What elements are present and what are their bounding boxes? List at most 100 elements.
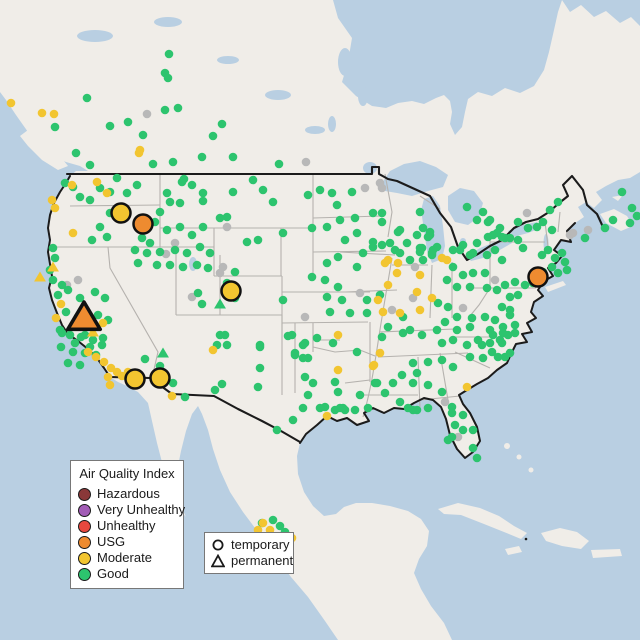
station-marker-good[interactable] bbox=[203, 263, 213, 273]
station-marker-moderate[interactable] bbox=[92, 177, 102, 187]
station-marker-good[interactable] bbox=[57, 328, 67, 338]
station-marker-good[interactable] bbox=[61, 307, 71, 317]
station-marker-good[interactable] bbox=[383, 322, 393, 332]
station-marker-good[interactable] bbox=[505, 348, 515, 358]
station-marker-moderate[interactable] bbox=[6, 98, 16, 108]
station-marker-good[interactable] bbox=[322, 292, 332, 302]
station-marker-good[interactable] bbox=[322, 222, 332, 232]
station-marker-good[interactable] bbox=[352, 262, 362, 272]
station-marker-good[interactable] bbox=[132, 180, 142, 190]
station-marker-good[interactable] bbox=[215, 213, 225, 223]
station-marker-good[interactable] bbox=[138, 130, 148, 140]
station-marker-no-data[interactable] bbox=[490, 275, 500, 285]
station-marker-good[interactable] bbox=[50, 122, 60, 132]
station-marker-good[interactable] bbox=[408, 358, 418, 368]
highlighted-station-marker-usg[interactable] bbox=[132, 213, 154, 235]
station-marker-good[interactable] bbox=[485, 338, 495, 348]
station-marker-moderate[interactable] bbox=[49, 109, 59, 119]
station-marker-good[interactable] bbox=[405, 325, 415, 335]
highlighted-station-marker-usg[interactable] bbox=[66, 300, 102, 332]
station-marker-good[interactable] bbox=[538, 217, 548, 227]
station-marker-good[interactable] bbox=[497, 232, 507, 242]
station-marker-good[interactable] bbox=[337, 295, 347, 305]
station-marker-good[interactable] bbox=[437, 355, 447, 365]
station-marker-good[interactable] bbox=[423, 357, 433, 367]
station-marker-good[interactable] bbox=[427, 248, 437, 258]
station-marker-good[interactable] bbox=[170, 245, 180, 255]
station-marker-good[interactable] bbox=[320, 275, 330, 285]
station-marker-good[interactable] bbox=[442, 275, 452, 285]
station-marker-moderate[interactable] bbox=[134, 148, 144, 158]
station-marker-good[interactable] bbox=[140, 354, 150, 364]
station-marker-good[interactable] bbox=[452, 325, 462, 335]
station-marker-good[interactable] bbox=[315, 185, 325, 195]
station-marker-good[interactable] bbox=[275, 521, 285, 531]
station-marker-no-data[interactable] bbox=[170, 238, 180, 248]
station-marker-moderate[interactable] bbox=[333, 365, 343, 375]
station-marker-good[interactable] bbox=[187, 180, 197, 190]
station-marker-good[interactable] bbox=[500, 280, 510, 290]
station-marker-good[interactable] bbox=[472, 238, 482, 248]
station-marker-good[interactable] bbox=[217, 119, 227, 129]
station-marker-good[interactable] bbox=[513, 217, 523, 227]
station-marker-good[interactable] bbox=[63, 358, 73, 368]
station-marker-good[interactable] bbox=[423, 380, 433, 390]
station-marker-good[interactable] bbox=[290, 350, 300, 360]
station-marker-good[interactable] bbox=[68, 347, 78, 357]
station-marker-good[interactable] bbox=[335, 215, 345, 225]
station-marker-good[interactable] bbox=[423, 232, 433, 242]
station-marker-good[interactable] bbox=[123, 117, 133, 127]
station-marker-good[interactable] bbox=[380, 388, 390, 398]
station-marker-moderate[interactable] bbox=[56, 299, 66, 309]
station-marker-good[interactable] bbox=[415, 207, 425, 217]
station-marker-good[interactable] bbox=[398, 328, 408, 338]
station-marker-no-data[interactable] bbox=[583, 225, 593, 235]
station-marker-good[interactable] bbox=[627, 203, 637, 213]
station-marker-good[interactable] bbox=[222, 340, 232, 350]
station-marker-good[interactable] bbox=[388, 378, 398, 388]
station-marker-good[interactable] bbox=[520, 280, 530, 290]
station-marker-good[interactable] bbox=[560, 257, 570, 267]
station-marker-good[interactable] bbox=[228, 187, 238, 197]
station-marker-good[interactable] bbox=[482, 283, 492, 293]
station-marker-good[interactable] bbox=[179, 174, 189, 184]
station-marker-moderate[interactable] bbox=[462, 382, 472, 392]
station-marker-good[interactable] bbox=[350, 405, 360, 415]
station-marker-good[interactable] bbox=[327, 188, 337, 198]
station-marker-good[interactable] bbox=[307, 223, 317, 233]
station-marker-good[interactable] bbox=[82, 93, 92, 103]
station-marker-good[interactable] bbox=[440, 317, 450, 327]
station-marker-good[interactable] bbox=[472, 453, 482, 463]
station-marker-no-data[interactable] bbox=[300, 312, 310, 322]
station-marker-good[interactable] bbox=[513, 290, 523, 300]
station-marker-good[interactable] bbox=[350, 213, 360, 223]
station-marker-good[interactable] bbox=[298, 340, 308, 350]
station-marker-good[interactable] bbox=[497, 255, 507, 265]
station-marker-good[interactable] bbox=[468, 443, 478, 453]
station-marker-good[interactable] bbox=[432, 325, 442, 335]
station-marker-good[interactable] bbox=[75, 192, 85, 202]
station-marker-good[interactable] bbox=[377, 332, 387, 342]
station-marker-good[interactable] bbox=[164, 49, 174, 59]
station-marker-good[interactable] bbox=[197, 152, 207, 162]
station-marker-good[interactable] bbox=[193, 288, 203, 298]
station-marker-good[interactable] bbox=[482, 250, 492, 260]
station-marker-good[interactable] bbox=[173, 103, 183, 113]
station-marker-good[interactable] bbox=[192, 260, 202, 270]
station-marker-good[interactable] bbox=[480, 312, 490, 322]
station-marker-good[interactable] bbox=[448, 362, 458, 372]
station-marker-good[interactable] bbox=[198, 188, 208, 198]
station-marker-good[interactable] bbox=[258, 185, 268, 195]
station-marker-good[interactable] bbox=[307, 272, 317, 282]
station-marker-good[interactable] bbox=[532, 222, 542, 232]
station-marker-no-data[interactable] bbox=[410, 262, 420, 272]
station-marker-moderate[interactable] bbox=[393, 258, 403, 268]
station-marker-good[interactable] bbox=[547, 262, 557, 272]
station-marker-good[interactable] bbox=[65, 330, 75, 340]
station-marker-good[interactable] bbox=[487, 347, 497, 357]
station-marker-good[interactable] bbox=[537, 250, 547, 260]
station-marker-good[interactable] bbox=[303, 390, 313, 400]
station-marker-moderate[interactable] bbox=[103, 372, 113, 382]
station-marker-good[interactable] bbox=[600, 223, 610, 233]
station-marker-good[interactable] bbox=[418, 255, 428, 265]
